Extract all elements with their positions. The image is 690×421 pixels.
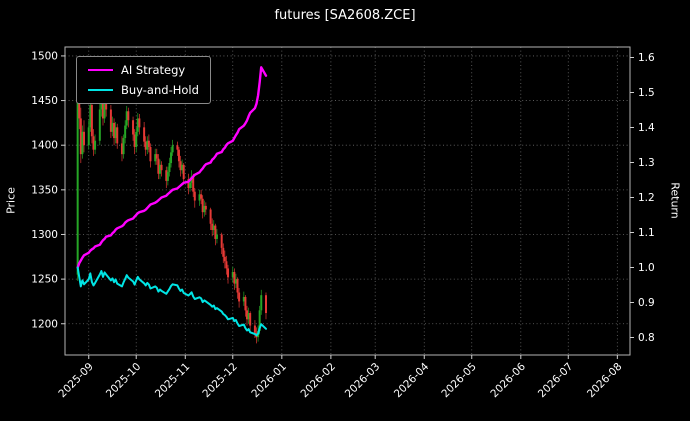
- legend-label: Buy-and-Hold: [121, 83, 199, 97]
- return-axis-label: Return: [668, 182, 682, 219]
- svg-text:1400: 1400: [31, 140, 58, 152]
- line-sample-icon: [88, 68, 113, 72]
- svg-text:1250: 1250: [31, 274, 58, 286]
- svg-text:2026-07: 2026-07: [536, 361, 576, 401]
- svg-text:1.2: 1.2: [638, 192, 655, 204]
- svg-text:1350: 1350: [31, 184, 58, 196]
- svg-text:1.5: 1.5: [638, 87, 655, 99]
- svg-text:1.1: 1.1: [638, 227, 655, 239]
- svg-text:1200: 1200: [31, 318, 58, 330]
- svg-text:2026-02: 2026-02: [298, 361, 338, 401]
- svg-text:1450: 1450: [31, 95, 58, 107]
- svg-text:0.8: 0.8: [638, 332, 655, 344]
- svg-text:2026-01: 2026-01: [249, 361, 289, 401]
- svg-text:1.4: 1.4: [638, 122, 655, 134]
- svg-text:2026-03: 2026-03: [343, 361, 383, 401]
- svg-text:1.0: 1.0: [638, 262, 655, 274]
- svg-text:2026-05: 2026-05: [439, 361, 479, 401]
- svg-text:1300: 1300: [31, 229, 58, 241]
- svg-text:2026-06: 2026-06: [488, 360, 528, 400]
- legend: AI Strategy Buy-and-Hold: [76, 56, 211, 104]
- svg-text:2026-04: 2026-04: [392, 360, 432, 400]
- legend-label: AI Strategy: [121, 63, 186, 77]
- svg-text:2025-12: 2025-12: [200, 361, 240, 401]
- chart-title: futures [SA2608.ZCE]: [274, 8, 416, 23]
- svg-text:1.6: 1.6: [638, 52, 655, 64]
- svg-text:2026-08: 2026-08: [585, 361, 625, 401]
- price-axis-label: Price: [4, 187, 18, 214]
- svg-text:1.3: 1.3: [638, 157, 655, 169]
- legend-item: AI Strategy: [88, 63, 199, 77]
- svg-text:1500: 1500: [31, 50, 58, 62]
- legend-item: Buy-and-Hold: [88, 83, 199, 97]
- line-sample-icon: [88, 88, 113, 92]
- svg-text:2025-09: 2025-09: [56, 361, 96, 401]
- svg-text:2025-11: 2025-11: [153, 361, 193, 401]
- svg-text:0.9: 0.9: [638, 297, 655, 309]
- svg-text:2025-10: 2025-10: [104, 361, 144, 401]
